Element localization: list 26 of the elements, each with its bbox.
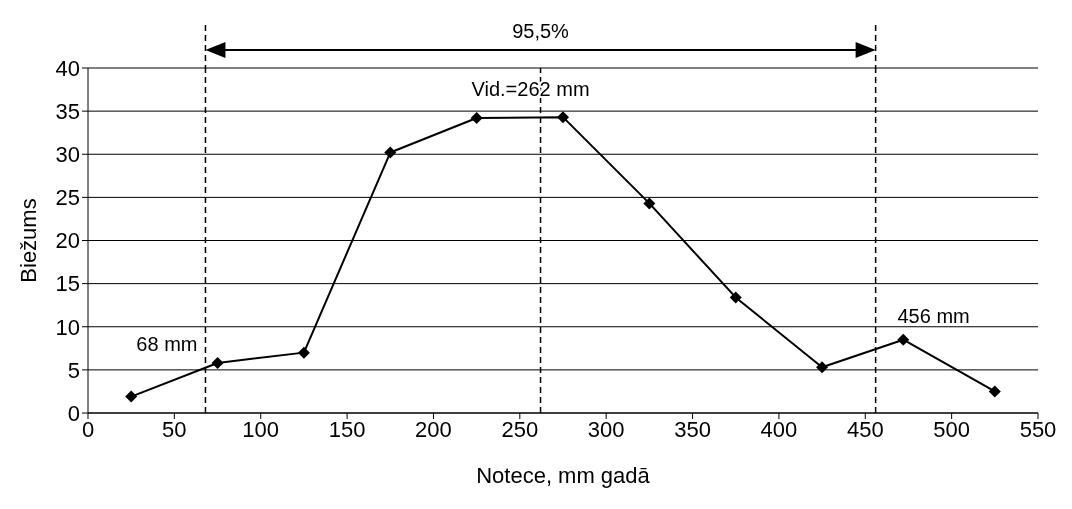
y-axis-title: Biežums <box>15 198 41 283</box>
x-tick-label: 350 <box>674 416 711 442</box>
x-tick-label: 50 <box>162 416 187 442</box>
y-tick-label: 10 <box>55 314 80 340</box>
ref-line-label: 456 mm <box>897 305 970 327</box>
y-tick-label: 25 <box>55 185 80 211</box>
x-tick-label: 250 <box>501 416 539 442</box>
x-tick-label: 300 <box>587 416 625 442</box>
x-tick-label: 200 <box>415 416 452 442</box>
x-tick-label: 550 <box>1019 416 1057 442</box>
y-tick-label: 20 <box>55 228 80 254</box>
ref-line-label: 68 mm <box>136 333 198 355</box>
y-tick-label: 15 <box>55 271 80 297</box>
y-tick-label: 35 <box>55 98 80 124</box>
y-tick-label: 0 <box>67 400 80 426</box>
x-tick-label: 100 <box>242 416 280 442</box>
y-tick-label: 5 <box>67 357 80 383</box>
y-tick-label: 40 <box>55 55 80 81</box>
text: 95,5% <box>512 20 570 42</box>
x-tick-label: 400 <box>760 416 798 442</box>
x-tick-label: 450 <box>846 416 884 442</box>
x-tick-label: 150 <box>328 416 366 442</box>
y-tick-label: 30 <box>55 142 80 168</box>
ref-line-label: Vid.=262 mm <box>471 78 590 100</box>
x-tick-label: 500 <box>933 416 970 442</box>
x-axis-title: Notece, mm gadā <box>476 463 651 488</box>
